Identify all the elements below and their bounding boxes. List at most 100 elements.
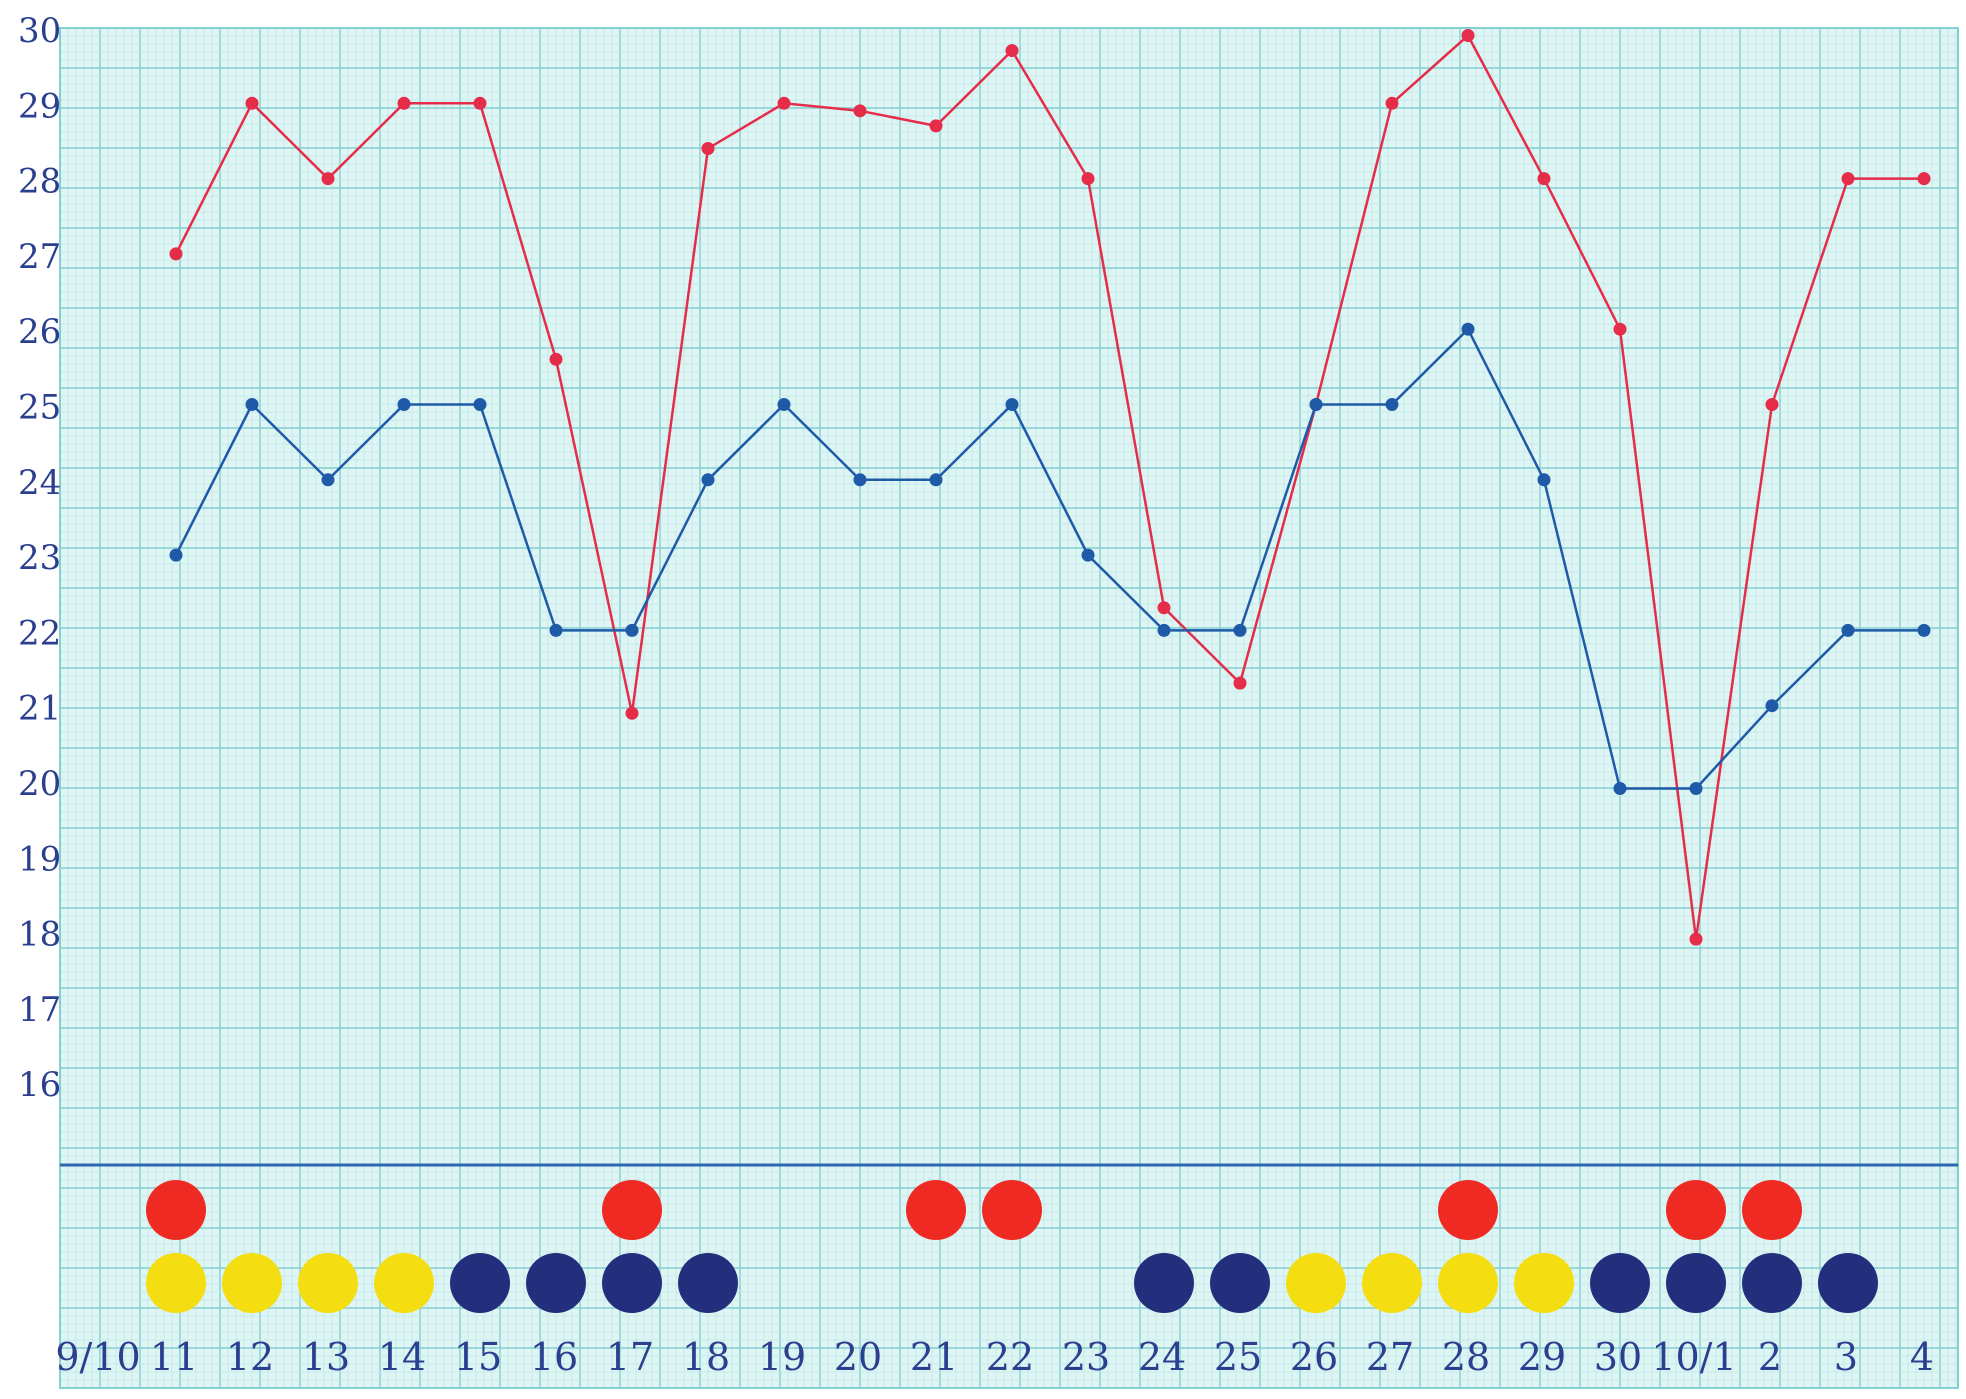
x-category-label: 13	[302, 1335, 350, 1379]
y-tick-label: 27	[18, 237, 61, 277]
weather-dot-yellow	[1514, 1253, 1574, 1313]
blue-series-point	[1917, 623, 1931, 637]
blue-series-point	[701, 473, 715, 487]
red-series-point	[473, 96, 487, 110]
y-tick-label: 20	[18, 764, 61, 804]
red-series-line	[174, 33, 1924, 940]
red-series-point	[929, 119, 943, 133]
x-category-label: 27	[1366, 1335, 1414, 1379]
weather-dot-red	[1438, 1180, 1498, 1240]
blue-series-point	[777, 398, 791, 411]
blue-series-point	[1081, 548, 1095, 562]
red-series-point	[1157, 601, 1171, 615]
blue-series-point	[1157, 623, 1171, 637]
weather-dot-navy	[526, 1253, 586, 1313]
x-category-label: 4	[1910, 1335, 1934, 1379]
weather-dot-yellow	[1286, 1253, 1346, 1313]
weather-dot-red	[906, 1180, 966, 1240]
weather-dot-yellow	[222, 1253, 282, 1313]
x-category-label: 26	[1290, 1335, 1338, 1379]
blue-series-point	[1689, 782, 1703, 796]
x-category-label: 28	[1442, 1335, 1490, 1379]
red-series-point	[625, 706, 639, 720]
weather-dot-red	[1666, 1180, 1726, 1240]
weather-dot-navy	[1210, 1253, 1270, 1313]
x-category-label: 12	[226, 1335, 274, 1379]
red-series-point	[853, 104, 867, 118]
x-category-label: 11	[150, 1335, 198, 1379]
graph-paper-border	[59, 27, 1959, 1389]
red-series-point	[1917, 172, 1931, 186]
blue-series-point	[1385, 398, 1399, 411]
weather-dot-yellow	[1438, 1253, 1498, 1313]
red-series-point	[1081, 172, 1095, 186]
y-tick-label: 16	[18, 1065, 61, 1105]
blue-series-line	[174, 327, 1924, 790]
red-series-point	[1005, 44, 1019, 58]
y-tick-label: 23	[18, 538, 61, 578]
x-category-label: 9/10	[55, 1335, 140, 1379]
blue-series-point	[169, 548, 183, 562]
x-category-label: 25	[1214, 1335, 1262, 1379]
blue-series-point	[473, 398, 487, 411]
red-series-point	[549, 352, 563, 366]
x-category-label: 19	[758, 1335, 806, 1379]
x-category-label: 22	[986, 1335, 1034, 1379]
blue-series-point	[1461, 322, 1475, 336]
weather-dot-red	[146, 1180, 206, 1240]
blue-series-point	[1841, 623, 1855, 637]
blue-series-point	[549, 623, 563, 637]
x-category-label: 3	[1834, 1335, 1858, 1379]
weather-dot-red	[602, 1180, 662, 1240]
blue-series-point	[853, 473, 867, 487]
y-tick-label: 29	[18, 86, 61, 126]
blue-series-point	[1613, 782, 1627, 796]
x-category-label: 15	[454, 1335, 502, 1379]
x-category-label: 21	[910, 1335, 958, 1379]
blue-series-point	[1005, 398, 1019, 411]
weather-dot-navy	[1590, 1253, 1650, 1313]
weather-dot-navy	[450, 1253, 510, 1313]
blue-series-point	[321, 473, 335, 487]
weather-dot-yellow	[298, 1253, 358, 1313]
weather-dot-yellow	[1362, 1253, 1422, 1313]
weather-dot-navy	[1742, 1253, 1802, 1313]
x-category-label: 24	[1138, 1335, 1186, 1379]
weather-dot-red	[1742, 1180, 1802, 1240]
red-series-point	[169, 247, 183, 261]
blue-series-point	[1765, 699, 1779, 713]
blue-series-point	[1233, 623, 1247, 637]
red-series-point	[1385, 96, 1399, 110]
blue-series-point	[1309, 398, 1323, 411]
y-tick-label: 18	[18, 915, 61, 955]
blue-series-point	[397, 398, 411, 411]
y-tick-label: 25	[18, 388, 61, 428]
red-series-point	[245, 96, 259, 110]
red-series-point	[1765, 398, 1779, 411]
weather-dot-red	[982, 1180, 1042, 1240]
x-category-label: 14	[378, 1335, 426, 1379]
weather-dot-navy	[1666, 1253, 1726, 1313]
blue-series-point	[929, 473, 943, 487]
weather-dot-navy	[1134, 1253, 1194, 1313]
y-tick-label: 22	[18, 613, 61, 653]
weather-dot-yellow	[374, 1253, 434, 1313]
x-category-label: 2	[1758, 1335, 1782, 1379]
weather-dot-navy	[602, 1253, 662, 1313]
x-category-label: 30	[1594, 1335, 1642, 1379]
x-category-label: 20	[834, 1335, 882, 1379]
y-tick-label: 19	[18, 839, 61, 879]
red-series-point	[701, 141, 715, 155]
blue-series-point	[625, 623, 639, 637]
red-series-point	[1233, 676, 1247, 690]
red-series-point	[1537, 172, 1551, 186]
graph-paper-grid	[59, 27, 1958, 1389]
y-tick-label: 24	[18, 463, 61, 503]
red-series-point	[1461, 29, 1475, 43]
x-category-label: 18	[682, 1335, 730, 1379]
red-series-point	[1689, 932, 1703, 946]
x-category-label: 29	[1518, 1335, 1566, 1379]
y-tick-label: 30	[18, 11, 61, 51]
y-tick-label: 21	[18, 689, 61, 729]
